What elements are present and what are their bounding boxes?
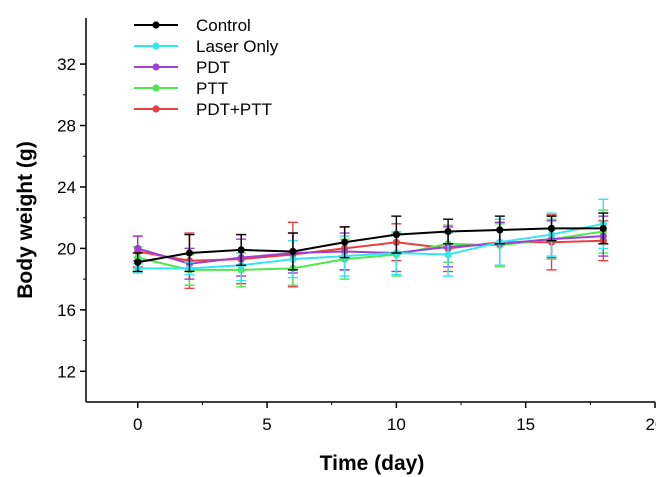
legend-item: Control <box>134 16 251 35</box>
legend-swatch-marker <box>152 84 160 92</box>
x-tick-label: 10 <box>387 415 406 434</box>
series-line <box>137 235 604 265</box>
x-tick-label: 20 <box>646 415 656 434</box>
y-tick-label: 20 <box>57 239 76 258</box>
legend-swatch-marker <box>152 21 160 29</box>
data-point <box>547 224 556 233</box>
data-point <box>341 238 349 246</box>
legend-label: Laser Only <box>196 37 279 56</box>
legend-swatch-marker <box>152 105 160 113</box>
legend-item: PTT <box>134 79 228 98</box>
data-point <box>444 250 452 259</box>
legend-item: PDT <box>134 58 230 77</box>
series-line <box>137 227 604 264</box>
y-axis-title: Body weight (g) <box>14 141 37 298</box>
series-line <box>137 222 604 270</box>
series-control <box>132 212 609 273</box>
y-tick-label: 12 <box>57 362 76 381</box>
data-point <box>237 246 245 254</box>
data-point <box>134 244 142 252</box>
data-point <box>444 227 452 236</box>
x-tick-label: 5 <box>262 415 271 434</box>
x-tick-label: 0 <box>133 415 142 434</box>
data-point <box>185 249 194 257</box>
legend-label: PTT <box>196 79 228 98</box>
data-point <box>496 226 504 234</box>
y-tick-label: 16 <box>57 301 76 320</box>
legend-label: PDT+PTT <box>196 100 272 119</box>
data-point <box>599 224 607 233</box>
legend-label: PDT <box>196 58 230 77</box>
y-tick-label: 32 <box>57 55 76 74</box>
data-point <box>134 258 142 266</box>
x-tick-label: 15 <box>516 415 535 434</box>
legend-swatch-marker <box>152 63 160 71</box>
data-point <box>289 247 297 256</box>
legend-item: Laser Only <box>134 37 279 56</box>
legend-item: PDT+PTT <box>134 100 272 119</box>
y-tick-label: 28 <box>57 117 76 136</box>
series-ptt <box>132 209 609 288</box>
legend-label: Control <box>196 16 251 35</box>
data-point <box>392 230 400 239</box>
x-axis-title: Time (day) <box>320 452 425 475</box>
legend-swatch-marker <box>152 42 160 50</box>
y-tick-label: 24 <box>57 178 76 197</box>
